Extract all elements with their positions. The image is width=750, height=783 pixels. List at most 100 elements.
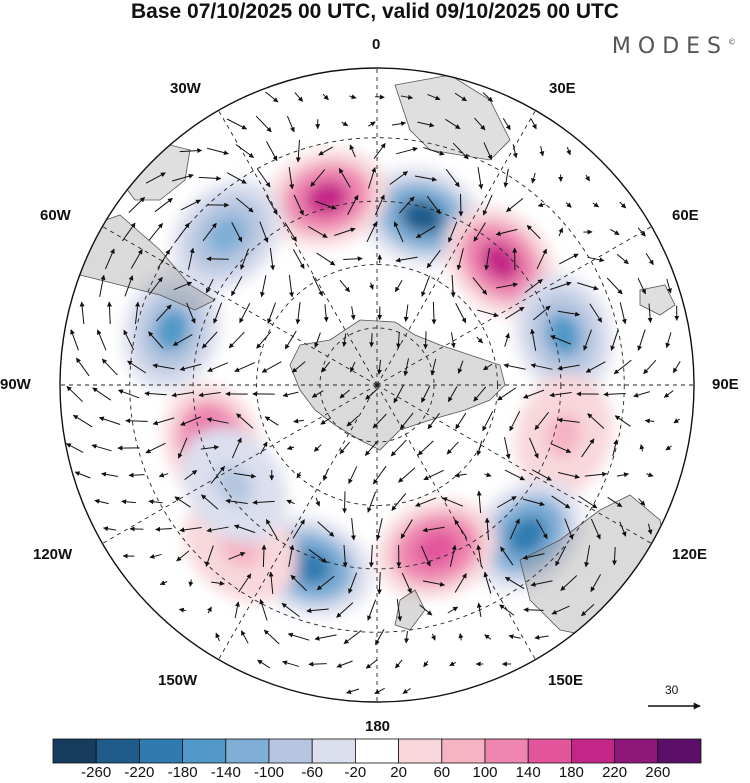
wind-vector [117, 389, 140, 399]
colorbar-tick-label: -20 [344, 764, 367, 781]
wind-vector [201, 331, 218, 349]
wind-vector [523, 607, 544, 613]
wind-vector [524, 278, 543, 294]
wind-vector [394, 279, 403, 293]
meridian-line [376, 384, 536, 660]
wind-vector [549, 391, 572, 398]
wind-vector [286, 115, 295, 133]
wind-vector [264, 416, 279, 426]
wind-vector [535, 519, 548, 539]
meridian-line [376, 110, 536, 386]
colorbar-tick-label: 180 [558, 764, 584, 781]
logo-text: MODES [611, 34, 728, 59]
lon-label-30w: 30W [170, 80, 201, 97]
wind-vector [74, 471, 91, 479]
wind-vector [610, 228, 620, 236]
wind-vector [526, 225, 541, 239]
wind-vector [592, 202, 600, 208]
wind-vector [184, 469, 198, 481]
wind-vector [152, 363, 175, 370]
wind-vector [173, 281, 193, 291]
wind-vector [473, 222, 486, 242]
wind-vector [348, 572, 358, 594]
wind-vector [395, 256, 418, 263]
wind-vector [148, 499, 163, 505]
wind-vector [286, 499, 295, 505]
wind-vector [581, 603, 595, 617]
new-zealand-land [394, 589, 426, 631]
wind-vector [145, 442, 166, 454]
wind-vector [589, 303, 603, 323]
wind-vector [365, 388, 379, 400]
wind-vector [336, 660, 353, 668]
wind-vector [508, 634, 521, 640]
wind-vector [207, 606, 212, 614]
wind-vector [505, 306, 525, 320]
wind-vector [400, 519, 413, 539]
graticule [60, 68, 694, 702]
wind-vector [473, 386, 487, 402]
wind-vector [149, 553, 162, 559]
wind-vector [349, 94, 357, 100]
wind-vector [322, 469, 329, 481]
wind-vector [294, 92, 304, 102]
wind-vector [235, 144, 255, 158]
wind-vector [215, 632, 221, 642]
wind-vector [372, 413, 387, 429]
wind-vector [104, 248, 115, 270]
wind-vector [448, 221, 458, 243]
wind-vector [155, 304, 172, 322]
wind-vector [121, 222, 136, 242]
wind-vector [484, 472, 492, 478]
wind-vector [186, 302, 196, 324]
colorbar-segment [52, 738, 97, 764]
wind-vector [269, 248, 276, 271]
wind-vector [400, 94, 414, 100]
wind-vector [663, 390, 674, 398]
wind-vector [308, 549, 327, 563]
wind-vector [128, 197, 146, 213]
colorbar-tick-label: -60 [301, 764, 324, 781]
wind-vector [522, 498, 545, 507]
colorbar-segment [182, 738, 227, 764]
wind-vector [295, 302, 301, 325]
wind-vector [430, 358, 437, 376]
wind-vector [94, 498, 109, 505]
lon-label-150w: 150W [158, 672, 198, 689]
wind-vector [99, 274, 106, 297]
colorbar-tick-label: 20 [390, 764, 407, 781]
wind-vector [673, 418, 680, 424]
lon-label-60e: 60E [672, 207, 699, 224]
wind-vector [483, 142, 493, 161]
lon-label-150e: 150E [548, 672, 584, 689]
anomaly-core [400, 199, 444, 234]
wind-vector [506, 197, 524, 213]
wind-vector [296, 471, 302, 479]
wind-vector [369, 333, 375, 348]
wind-vector [177, 437, 188, 459]
wind-vector [531, 172, 536, 184]
wind-vector [373, 143, 386, 159]
wind-vector [584, 545, 591, 568]
wind-vector [476, 544, 482, 567]
wind-vector [318, 146, 334, 156]
wind-vector [256, 331, 272, 349]
wind-vector [314, 332, 321, 348]
wind-vector [452, 142, 469, 160]
wind-vector [263, 629, 280, 645]
wind-vector [292, 519, 305, 539]
wind-vector [238, 573, 252, 593]
wind-vectors [65, 91, 681, 695]
wind-vector [503, 363, 526, 370]
wind-vector [403, 358, 410, 377]
wind-vector [503, 168, 509, 188]
wind-vector [447, 606, 459, 614]
wind-vector [482, 194, 493, 216]
wind-vector [587, 256, 605, 263]
wind-vector [316, 252, 336, 266]
wind-vector [585, 361, 606, 373]
colorbar-segment [571, 738, 616, 764]
wind-vector [423, 660, 429, 668]
anomaly-core [546, 313, 582, 357]
wind-vector [315, 200, 337, 210]
